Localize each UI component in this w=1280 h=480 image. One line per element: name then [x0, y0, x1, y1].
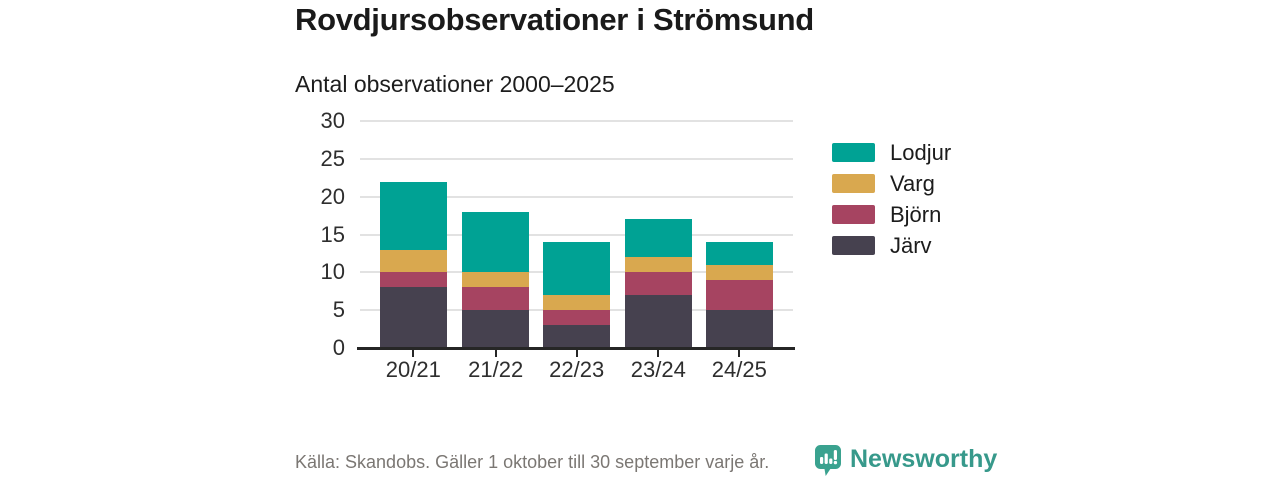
x-tick [575, 350, 578, 357]
y-tick-label: 25 [320, 145, 345, 171]
legend-item-varg: Varg [832, 171, 951, 196]
stacked-bar-22/23 [543, 242, 611, 348]
bar-segment-varg [379, 249, 447, 273]
legend-item-björn: Björn [832, 202, 951, 227]
y-tick-label: 30 [320, 108, 345, 133]
legend-label: Järv [890, 233, 932, 258]
legend-swatch [832, 236, 875, 255]
bar-segment-järv [462, 310, 530, 348]
chart-title: Rovdjursobservationer i Strömsund [295, 2, 814, 37]
bar-segment-järv [379, 287, 447, 348]
bar-segment-järv [624, 295, 692, 348]
bar-segment-varg [705, 264, 773, 280]
x-tick-label: 23/24 [630, 357, 686, 382]
plot-area [357, 120, 795, 357]
bar-segment-björn [543, 310, 611, 326]
stacked-bar-24/25 [705, 242, 773, 348]
bar-segment-björn [379, 272, 447, 288]
bar-segment-varg [462, 272, 530, 288]
x-tick [494, 350, 497, 357]
x-tick-label: 22/23 [549, 357, 605, 382]
bar-segment-lodjur [379, 181, 447, 250]
bar-segment-lodjur [543, 242, 611, 296]
legend-swatch [832, 143, 875, 162]
y-tick-label: 15 [320, 221, 345, 247]
bar-segment-järv [543, 325, 611, 348]
legend-swatch [832, 205, 875, 224]
x-tick [738, 350, 741, 357]
stacked-bar-20/21 [379, 181, 447, 348]
stacked-bar-21/22 [462, 211, 530, 348]
y-tick-label: 5 [332, 297, 345, 323]
x-tick-label: 20/21 [385, 357, 441, 382]
bar-segment-björn [462, 287, 530, 311]
gridline [360, 195, 793, 198]
chart-subtitle: Antal observationer 2000–2025 [295, 71, 615, 97]
y-tick-label: 10 [320, 259, 345, 285]
x-tick [412, 350, 415, 357]
bar-segment-björn [624, 272, 692, 296]
legend: Lodjur Varg Björn Järv [832, 140, 952, 267]
newsworthy-wordmark: Newsworthy [850, 445, 998, 473]
x-tick-label: 24/25 [711, 357, 767, 382]
source-note: Källa: Skandobs. Gäller 1 oktober till 3… [295, 452, 770, 472]
bar-segment-björn [705, 279, 773, 311]
y-tick-label: 0 [332, 335, 345, 360]
legend-label: Björn [890, 202, 942, 227]
newsworthy-logo: Newsworthy [814, 444, 997, 477]
bar-segment-lodjur [624, 219, 692, 258]
gridline [360, 233, 793, 236]
legend-swatch [832, 174, 875, 193]
gridline [360, 157, 793, 160]
bar-segment-varg [543, 295, 611, 311]
legend-label: Varg [890, 171, 935, 196]
x-tick [657, 350, 660, 357]
stacked-bar-23/24 [624, 219, 692, 348]
legend-item-järv: Järv [832, 233, 951, 258]
x-axis-line [357, 347, 795, 350]
legend-label: Lodjur [890, 140, 952, 165]
x-tick-label: 21/22 [468, 357, 524, 382]
bar-segment-lodjur [705, 242, 773, 265]
gridline [360, 120, 793, 122]
legend-item-lodjur: Lodjur [832, 140, 952, 165]
bar-segment-lodjur [462, 211, 530, 273]
y-tick-label: 20 [320, 183, 345, 209]
newsworthy-speech-bubble-icon [815, 445, 841, 476]
bar-segment-varg [624, 257, 692, 273]
bar-segment-järv [705, 310, 773, 348]
